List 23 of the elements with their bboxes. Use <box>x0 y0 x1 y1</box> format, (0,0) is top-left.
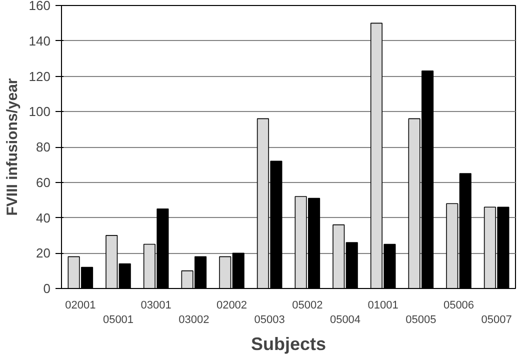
y-tick-label: 60 <box>36 174 51 190</box>
x-tick-label: 05006 <box>443 300 474 312</box>
y-tick-label: 80 <box>36 140 51 154</box>
x-tick-label: 03002 <box>178 314 210 326</box>
x-tick-label: 05004 <box>330 314 361 326</box>
x-tick-label: 05003 <box>254 314 285 326</box>
y-axis-title: FVIII infusions/year <box>4 78 21 216</box>
y-tick-label: 120 <box>28 68 51 84</box>
x-tick-label: 05001 <box>102 314 134 326</box>
y-tick-label: 100 <box>28 104 51 120</box>
y-tick-label: 0 <box>43 281 51 296</box>
x-tick-label: 05007 <box>481 314 512 326</box>
x-axis-title: Subjects <box>250 334 326 354</box>
x-tick-label: 05002 <box>292 300 323 312</box>
x-tick-label: 05005 <box>406 314 436 326</box>
x-tick-label: 01001 <box>368 300 398 312</box>
x-tick-label: 03001 <box>140 300 172 312</box>
y-tick-label: 160 <box>28 0 51 13</box>
y-tick-label: 20 <box>36 246 51 261</box>
x-tick-label: 02001 <box>65 300 96 312</box>
x-tick-label: 02002 <box>216 300 248 312</box>
y-tick-label: 140 <box>28 33 51 48</box>
y-tick-label: 40 <box>36 210 51 226</box>
